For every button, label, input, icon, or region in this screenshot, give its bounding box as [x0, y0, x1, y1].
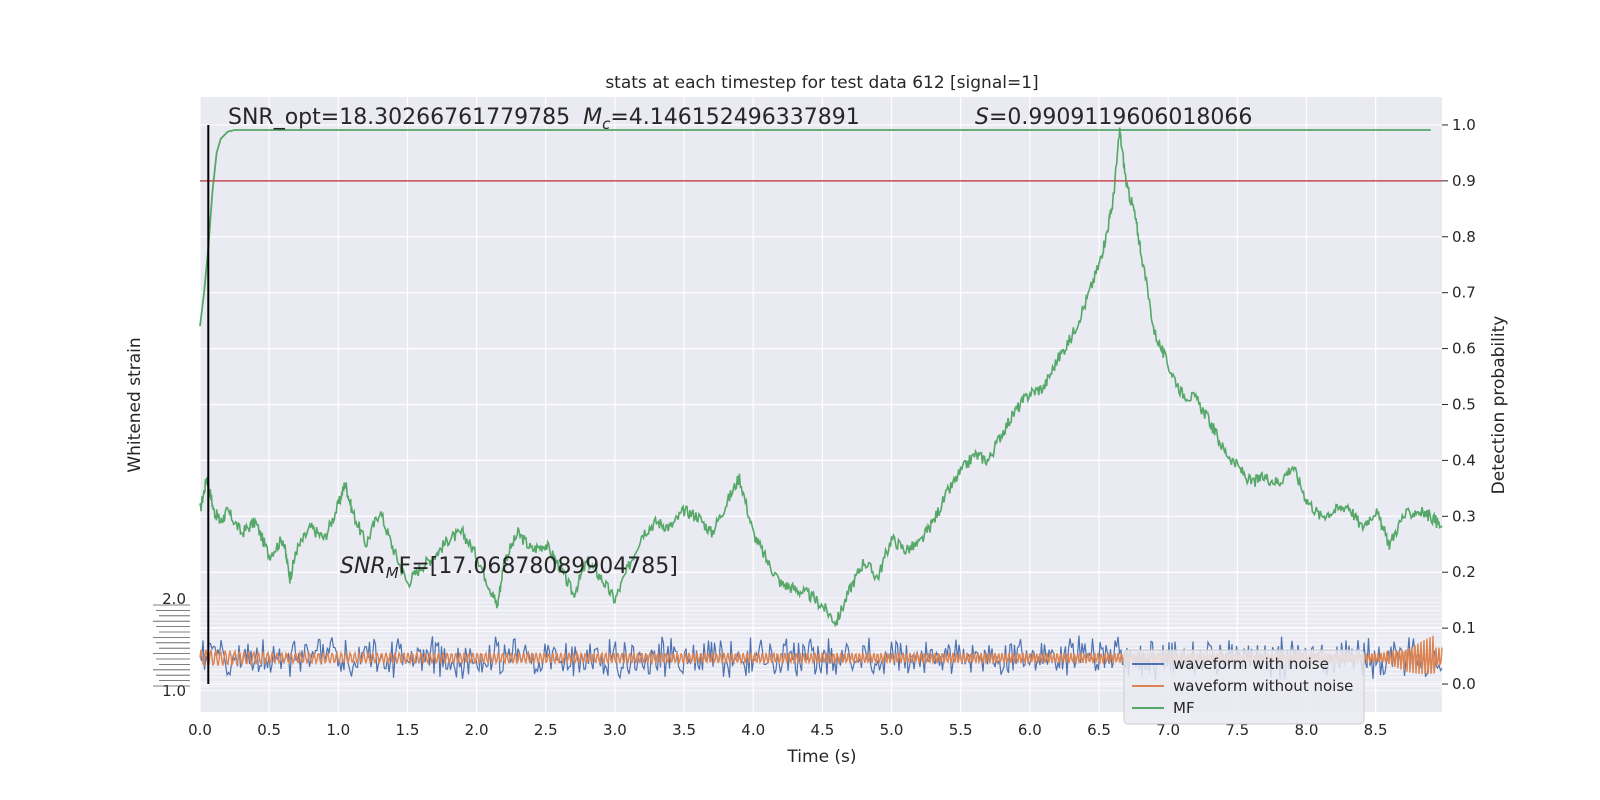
x-tick-labels: 0.0 0.5 1.0 1.5 2.0 2.5 3.0 3.5 4.0 4.5 5.0 5.5 6.0 6… [188, 721, 1387, 739]
x-tick-label: 3.5 [672, 721, 696, 739]
x-axis-label: Time (s) [786, 747, 856, 767]
snr-mf-symbol: SNR [340, 554, 386, 579]
y-axis-label-right: Detection probability [1489, 316, 1509, 495]
x-tick-label: 8.0 [1295, 721, 1319, 739]
y-left-tick-label-bottom: 1.0 [162, 682, 186, 700]
y-right-tick-label: 0.1 [1452, 619, 1476, 637]
x-tick-label: 7.5 [1225, 721, 1249, 739]
annotation-snr-mf: SNRMF=[17.06878089904785] [340, 554, 678, 582]
x-tick-label: 0.5 [257, 721, 281, 739]
mc-subscript: c [602, 115, 611, 133]
x-tick-label: 5.5 [949, 721, 973, 739]
annotation-snr-opt-mc: SNR_opt=18.30266761779785 Mc=4.146152496… [228, 105, 860, 133]
grid [199, 97, 1442, 712]
series-probability [199, 129, 1431, 327]
chart-title: stats at each timestep for test data 612… [605, 73, 1038, 93]
s-value: =0.9909119606018066 [989, 105, 1252, 130]
y-left-tick-labels: 2.0 1.0 [153, 590, 190, 700]
mc-symbol: M [583, 105, 602, 130]
x-tick-label: 8.5 [1364, 721, 1388, 739]
legend: waveform with noise waveform without noi… [1123, 649, 1365, 725]
y-right-tick-label: 0.8 [1452, 228, 1476, 246]
snr-mf-subscript: M [386, 564, 399, 582]
y-right-tick-label: 0.6 [1452, 340, 1476, 358]
s-symbol: S [975, 105, 989, 130]
legend-label-clean: waveform without noise [1173, 677, 1353, 695]
probability-trace [199, 129, 1431, 327]
y-right-tick-label: 0.7 [1452, 284, 1476, 302]
x-tick-label: 2.0 [465, 721, 489, 739]
x-tick-label: 6.5 [1087, 721, 1111, 739]
y-right-tick-label: 0.9 [1452, 172, 1476, 190]
y-right-tick-label: 0.2 [1452, 563, 1476, 581]
legend-label-noise: waveform with noise [1173, 655, 1329, 673]
series-mf [199, 127, 1443, 628]
y-right-tick-label: 1.0 [1452, 116, 1476, 134]
y-right-tick-label: 0.4 [1452, 451, 1476, 469]
y-right-tick-labels: 0.0 0.1 0.2 0.3 0.4 0.5 0.6 0.7 0.8 0.9 1.0 [1442, 116, 1476, 693]
x-tick-label: 4.0 [741, 721, 765, 739]
y-right-tick-label: 0.0 [1452, 675, 1476, 693]
x-tick-label: 1.5 [396, 721, 420, 739]
mc-value: =4.146152496337891 [610, 105, 859, 130]
x-tick-label: 2.5 [534, 721, 558, 739]
y-right-tick-label: 0.5 [1452, 396, 1476, 414]
x-tick-label: 6.0 [1018, 721, 1042, 739]
x-tick-label: 7.0 [1156, 721, 1180, 739]
snr-opt-text: SNR_opt=18.30266761779785 [228, 105, 570, 130]
x-tick-label: 0.0 [188, 721, 212, 739]
x-tick-label: 3.0 [603, 721, 627, 739]
snr-mf-value: F=[17.06878089904785] [399, 554, 678, 579]
x-tick-label: 4.5 [810, 721, 834, 739]
x-tick-label: 5.0 [880, 721, 904, 739]
y-axis-label-left: Whitened strain [125, 337, 145, 472]
y-right-tick-label: 0.3 [1452, 507, 1476, 525]
legend-box [1123, 649, 1365, 725]
y-left-tick-label-top: 2.0 [162, 590, 186, 608]
annotation-s: S=0.9909119606018066 [975, 105, 1252, 130]
legend-label-mf: MF [1173, 699, 1195, 717]
mf-trace [199, 127, 1443, 628]
x-tick-label: 1.0 [326, 721, 350, 739]
